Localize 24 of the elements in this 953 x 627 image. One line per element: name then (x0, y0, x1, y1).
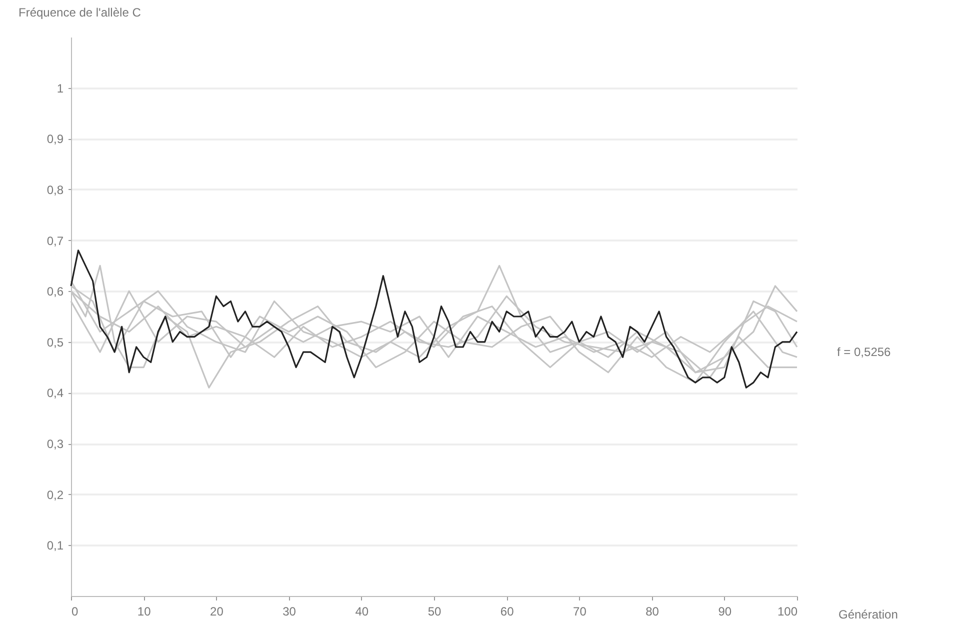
y-tick-label: 0,1 (46, 538, 64, 553)
x-tick-label: 70 (573, 604, 587, 618)
x-tick-label: 90 (718, 604, 732, 618)
y-tick-label: 0,2 (46, 488, 64, 502)
x-tick-label: 50 (428, 604, 442, 618)
x-tick-label: 0 (72, 604, 78, 618)
y-tick-label: 0,6 (46, 284, 64, 299)
x-tick-label: 20 (210, 604, 224, 618)
y-tick-label: 0,8 (46, 182, 64, 197)
y-tick-label: 0,7 (46, 234, 64, 248)
y-tick-label: 0,3 (46, 437, 64, 452)
y-tick-label: 1 (56, 81, 64, 96)
x-tick-label: 60 (500, 604, 514, 618)
y-tick-label: 0,9 (46, 132, 64, 146)
x-tick-label: 100 (777, 604, 798, 618)
x-tick-label: 30 (282, 604, 296, 618)
x-tick-label: 80 (646, 604, 660, 618)
x-tick-label: 40 (355, 604, 369, 618)
text: f = 0,5256 (837, 345, 892, 359)
y-tick-label: 0,4 (46, 386, 64, 400)
x-tick-label: 10 (137, 604, 152, 618)
y-axis-title: Fréquence de l'allèle C (18, 6, 142, 20)
x-axis-title: Génération (838, 608, 898, 622)
y-tick-label: 0,5 (46, 335, 64, 350)
